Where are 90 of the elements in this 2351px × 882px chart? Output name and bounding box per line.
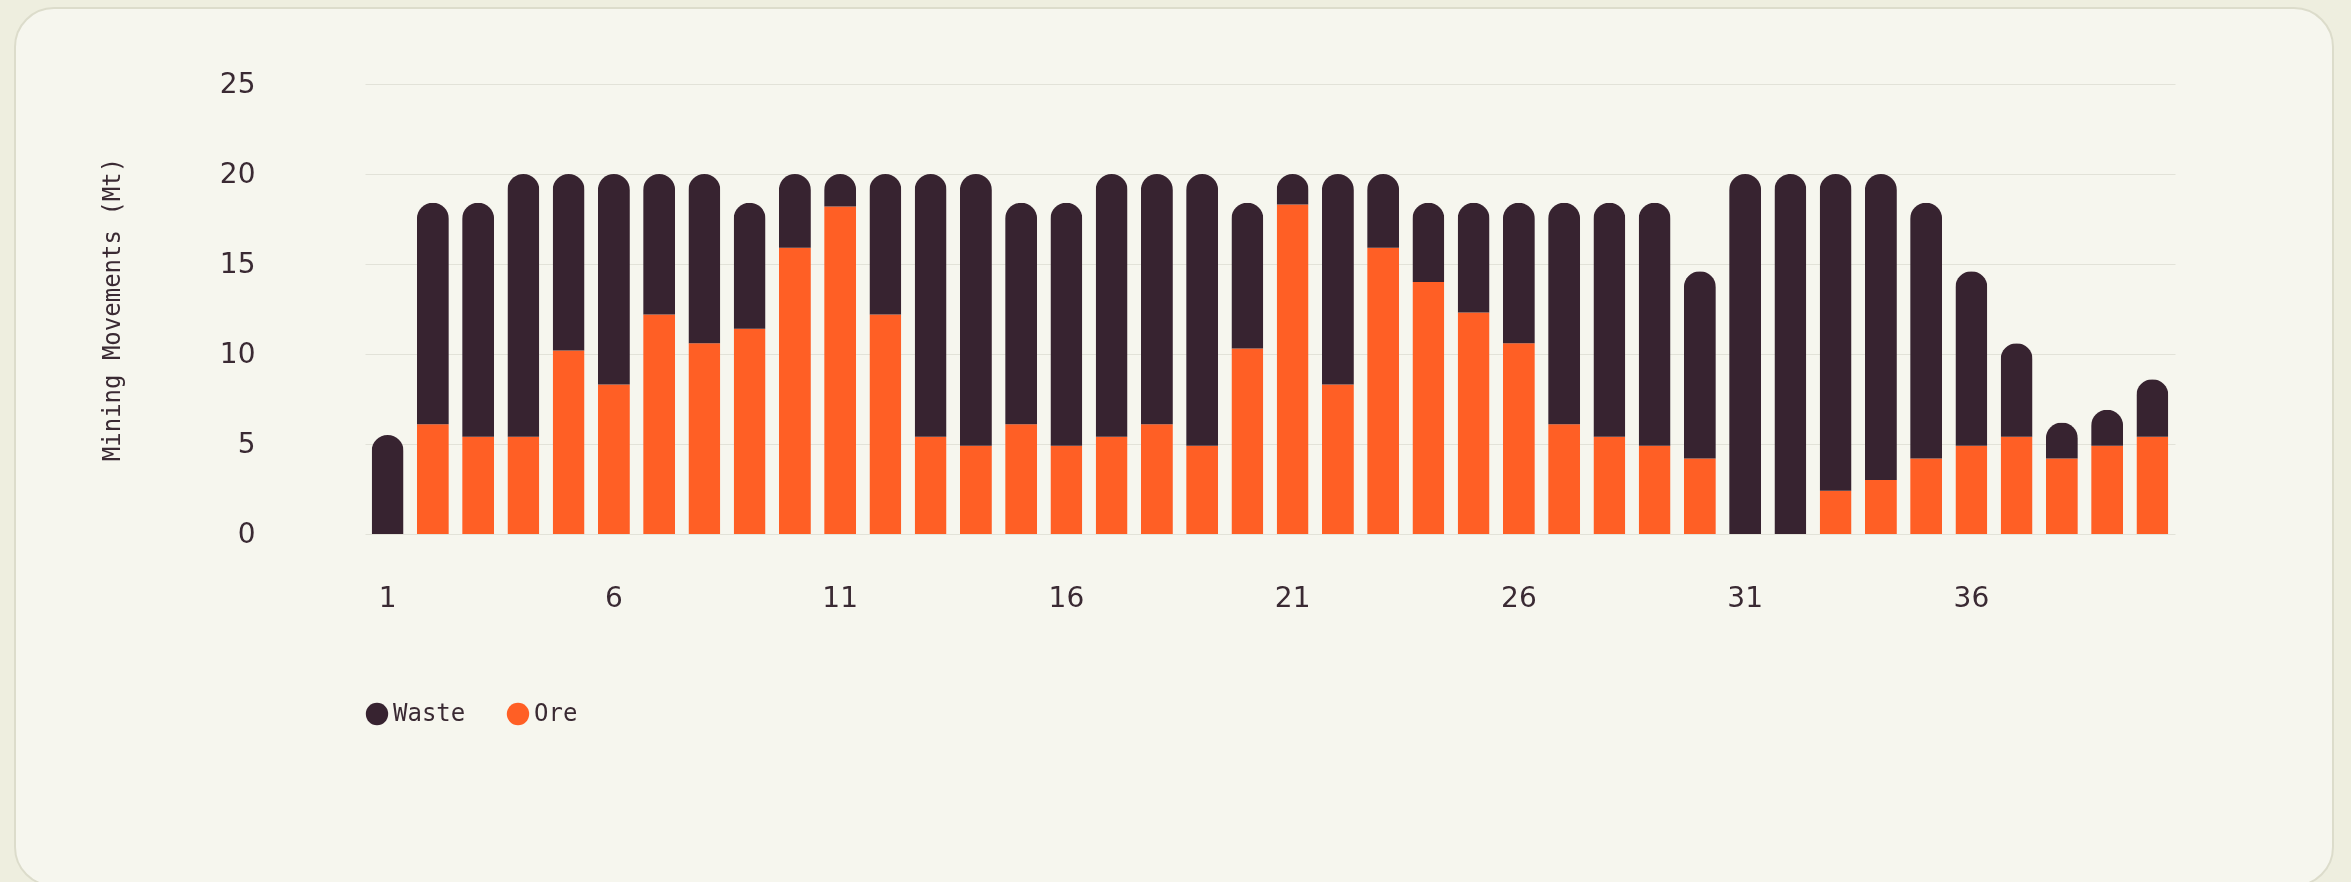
bar [1864,174,1897,480]
bar [959,174,992,446]
bar [1638,202,1671,446]
bar [1910,458,1943,534]
bar [1186,174,1219,446]
legend-label: Waste [393,699,466,727]
bar [1819,174,1852,491]
bar [507,436,540,534]
x-tick-label: 36 [1953,580,1990,614]
bar [1140,424,1173,534]
bar [1548,202,1581,425]
x-tick-label: 26 [1501,580,1537,614]
bar [416,424,449,534]
bar [2136,379,2169,437]
bar [1457,202,1490,313]
bar [2091,445,2124,534]
y-tick-label: 5 [237,426,256,460]
bar [1412,202,1445,282]
bar [597,384,630,534]
bar [597,174,630,385]
bar [1638,445,1671,534]
bar [416,202,449,425]
legend-label: Ore [534,699,578,727]
bar [2000,436,2033,534]
bar [1593,436,1626,534]
y-tick-label: 15 [219,246,256,280]
bar [1864,480,1897,534]
bar [462,436,495,534]
bar [643,174,676,315]
bar [1367,247,1400,534]
bar [1095,174,1128,437]
bar [778,247,811,534]
x-tick-label: 31 [1727,580,1763,614]
bar [643,314,676,534]
x-tick-label: 1 [378,580,397,614]
bar [1683,271,1716,459]
bar [1774,174,1807,534]
bar [1321,384,1354,534]
bar [1412,282,1445,534]
bar [1683,458,1716,534]
bar [1005,202,1038,425]
bar [371,435,404,534]
x-tick-label: 6 [604,580,623,614]
bar [1367,174,1400,248]
bar [778,174,811,248]
bar [1729,174,1762,534]
bar [1140,174,1173,425]
y-tick-label: 25 [219,66,256,100]
bar [1231,202,1264,349]
x-tick-label: 16 [1048,580,1085,614]
bar [1502,202,1535,344]
bar [824,206,857,534]
bar [1005,424,1038,534]
bar [1231,348,1264,534]
bar [1050,202,1083,446]
bar [1548,424,1581,534]
bar [914,174,947,437]
x-tick-label: 21 [1274,580,1311,614]
bar [507,174,540,437]
bar [1593,202,1626,437]
y-tick-label: 10 [219,336,256,370]
bar [914,436,947,534]
bar [1819,490,1852,534]
bar [733,328,766,534]
bar [1050,445,1083,534]
bar [688,174,721,344]
y-tick-label: 20 [219,156,256,190]
bar [2136,436,2169,534]
y-tick-label: 0 [237,516,256,550]
bar [1276,204,1309,534]
bar [688,343,721,534]
bar [959,445,992,534]
bar [2045,458,2078,534]
bar [552,174,585,351]
bar [1955,271,1988,446]
bar [1502,343,1535,534]
bar [462,202,495,437]
bar [1457,312,1490,534]
bar [733,202,766,329]
bar [869,314,902,534]
bar [869,174,902,315]
bar [1321,174,1354,385]
bar [1186,445,1219,534]
bar [1955,445,1988,534]
y-axis-title: Mining Movements (Mt) [97,157,126,462]
bar [1095,436,1128,534]
bar [552,350,585,534]
bar [1910,202,1943,459]
bar [2000,343,2033,437]
x-tick-label: 11 [822,580,858,614]
